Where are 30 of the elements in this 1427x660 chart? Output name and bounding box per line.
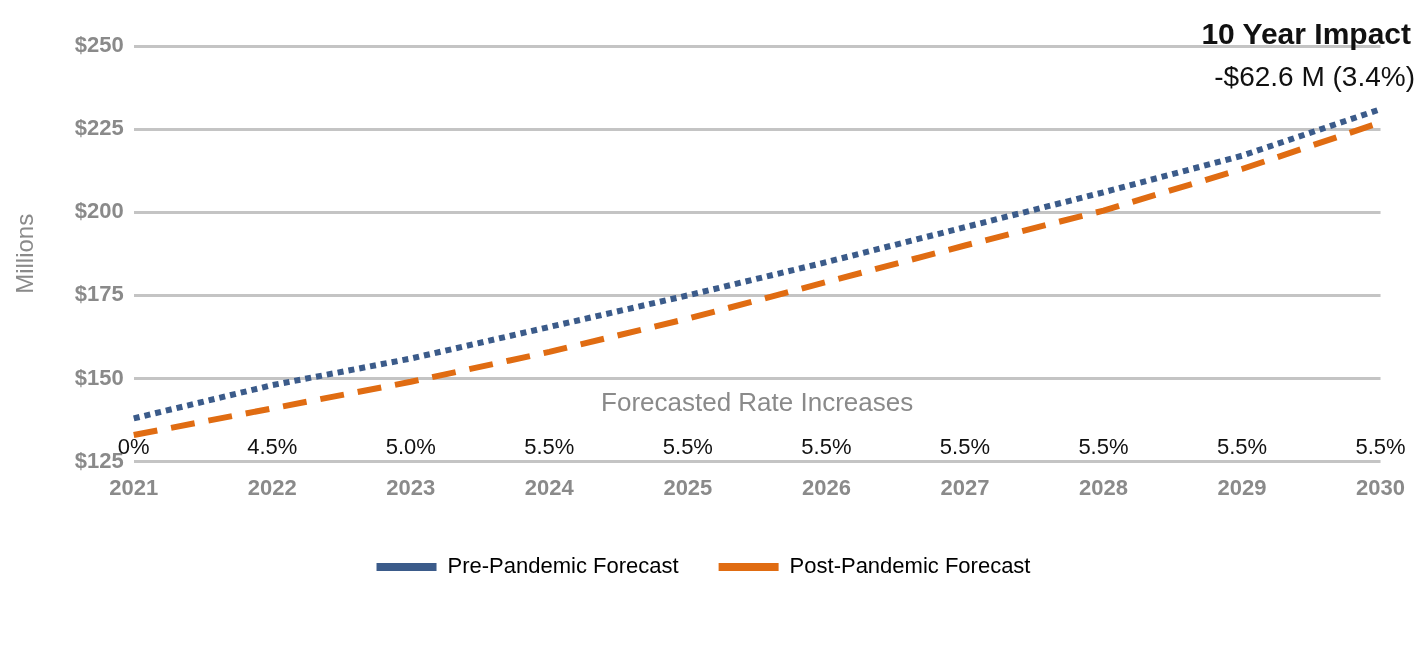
y-axis-title: Millions: [11, 213, 39, 294]
legend-label: Post-Pandemic Forecast: [789, 553, 1031, 579]
annotation: 5.5%: [1216, 433, 1268, 459]
x-tick-label: 2022: [247, 474, 297, 500]
x-tick-label: 2021: [109, 474, 159, 500]
y-tick-label: $150: [74, 364, 124, 390]
text: -$62.6 M (3.4%): [1214, 60, 1415, 92]
y-tick-label: $200: [74, 198, 124, 224]
x-tick-label: 2025: [663, 474, 713, 500]
annotation: 5.5%: [1355, 433, 1406, 459]
chart-title: 10 Year Impact: [1201, 17, 1412, 51]
y-tick-label: $250: [74, 32, 124, 58]
y-tick-label: $225: [74, 115, 124, 141]
annotation: 5.5%: [939, 433, 991, 459]
x-tick-label: 2023: [386, 474, 436, 500]
x-tick-label: 2030: [1356, 474, 1406, 500]
annotation: 5.5%: [801, 433, 852, 459]
x-tick-label: 2028: [1078, 474, 1128, 500]
annotation: Forecasted Rate Increases: [601, 386, 914, 417]
x-tick-label: 2027: [940, 474, 990, 500]
x-tick-label: 2026: [801, 474, 851, 500]
x-tick-label: 2024: [524, 474, 575, 500]
x-tick-label: 2029: [1217, 474, 1267, 500]
annotation: 4.5%: [247, 433, 298, 459]
y-tick-label: $175: [74, 281, 124, 307]
annotation: 5.5%: [662, 433, 713, 459]
annotation: 5.5%: [524, 433, 575, 459]
annotation: 5.5%: [1078, 433, 1129, 459]
legend-label: Pre-Pandemic Forecast: [447, 553, 679, 579]
annotation: 5.0%: [385, 433, 436, 459]
